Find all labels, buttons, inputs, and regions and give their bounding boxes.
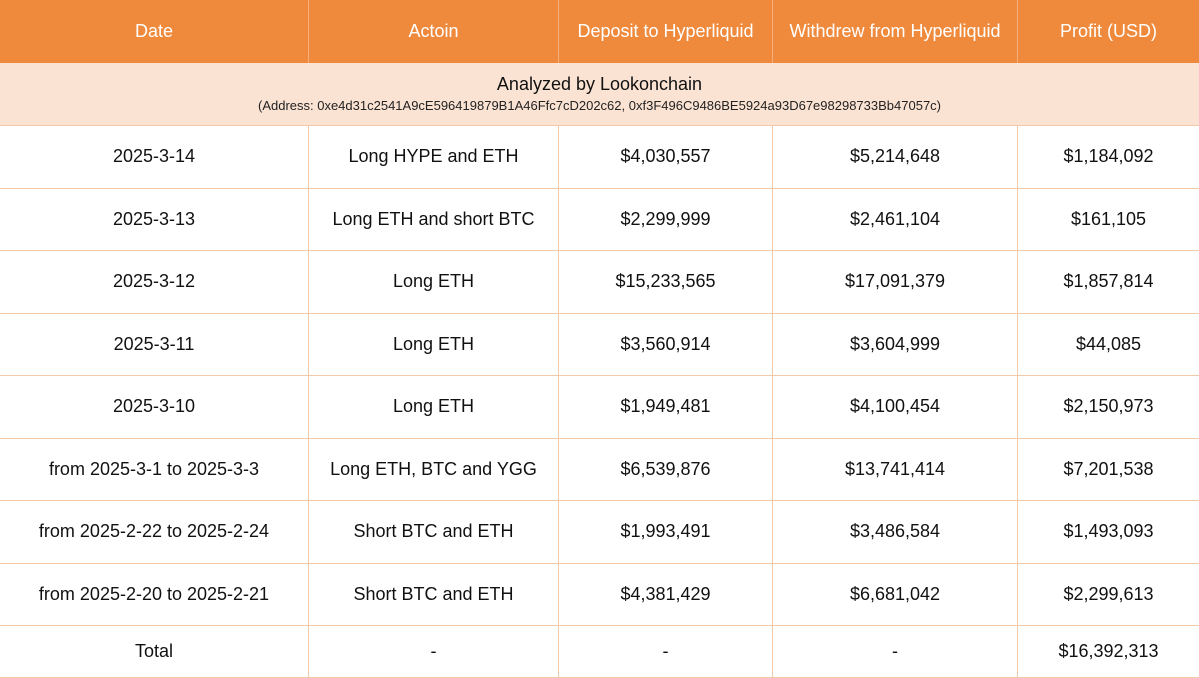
table-cell-deposit: $6,539,876	[559, 438, 773, 501]
analysis-banner: Analyzed by Lookonchain (Address: 0xe4d3…	[0, 63, 1199, 126]
column-header-deposit: Deposit to Hyperliquid	[559, 0, 773, 63]
banner-title: Analyzed by Lookonchain	[496, 74, 703, 94]
table-cell-profit: $2,299,613	[1018, 564, 1199, 626]
table-cell-profit: $1,184,092	[1018, 126, 1199, 189]
table-cell-action: Short BTC and ETH	[309, 563, 559, 626]
table-cell-withdrew: $2,461,104	[773, 188, 1018, 251]
table-cell-deposit: $4,030,557	[559, 126, 773, 189]
table-cell-withdrew: $3,604,999	[773, 313, 1018, 376]
table-cell-date: 2025-3-13	[0, 188, 309, 251]
table-cell-withdrew: $5,214,648	[773, 126, 1018, 189]
table-cell-withdrew: $13,741,414	[773, 438, 1018, 501]
table-cell-deposit: $4,381,429	[559, 563, 773, 626]
table-cell-action: Long ETH	[309, 376, 559, 439]
table-cell-action: Long ETH	[309, 251, 559, 314]
banner-address: (Address: 0xe4d31c2541A9cE596419879B1A46…	[257, 98, 942, 113]
total-action: -	[309, 626, 559, 678]
table-cell-deposit: $1,993,491	[559, 501, 773, 564]
table-cell-date: 2025-3-12	[0, 251, 309, 314]
table-cell-withdrew: $17,091,379	[773, 251, 1018, 314]
table-cell-action: Long ETH and short BTC	[309, 188, 559, 251]
table-cell-date: from 2025-2-20 to 2025-2-21	[0, 563, 309, 626]
table-cell-withdrew: $4,100,454	[773, 376, 1018, 439]
table-cell-profit: $7,201,538	[1018, 439, 1199, 501]
total-deposit: -	[559, 626, 773, 678]
table-cell-action: Long ETH	[309, 313, 559, 376]
table-cell-withdrew: $3,486,584	[773, 501, 1018, 564]
table-cell-date: 2025-3-14	[0, 126, 309, 189]
table-cell-date: from 2025-2-22 to 2025-2-24	[0, 501, 309, 564]
column-header-withdrew: Withdrew from Hyperliquid	[773, 0, 1018, 63]
total-profit: $16,392,313	[1018, 626, 1199, 678]
column-header-profit: Profit (USD)	[1018, 0, 1199, 63]
table-cell-action: Long ETH, BTC and YGG	[309, 438, 559, 501]
table-cell-withdrew: $6,681,042	[773, 563, 1018, 626]
table-cell-deposit: $3,560,914	[559, 313, 773, 376]
table-cell-profit: $2,150,973	[1018, 376, 1199, 439]
table-cell-profit: $1,857,814	[1018, 251, 1199, 314]
table-cell-date: from 2025-3-1 to 2025-3-3	[0, 438, 309, 501]
table-cell-date: 2025-3-10	[0, 376, 309, 439]
table-cell-profit: $44,085	[1018, 314, 1199, 376]
table-cell-date: 2025-3-11	[0, 313, 309, 376]
column-header-date: Date	[0, 0, 309, 63]
table-cell-profit: $1,493,093	[1018, 501, 1199, 564]
table-cell-action: Short BTC and ETH	[309, 501, 559, 564]
column-header-action: Actoin	[309, 0, 559, 63]
total-label: Total	[0, 626, 309, 678]
table-cell-profit: $161,105	[1018, 189, 1199, 251]
total-withdrew: -	[773, 626, 1018, 678]
table-cell-deposit: $15,233,565	[559, 251, 773, 314]
table-cell-deposit: $2,299,999	[559, 188, 773, 251]
table-cell-deposit: $1,949,481	[559, 376, 773, 439]
table-cell-action: Long HYPE and ETH	[309, 126, 559, 189]
